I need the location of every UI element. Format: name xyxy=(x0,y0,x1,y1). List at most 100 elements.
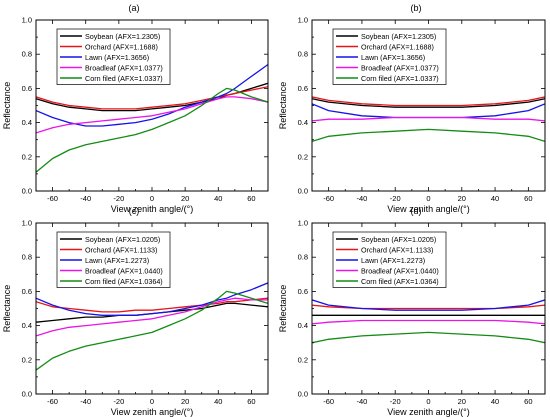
legend-label: Lawn (AFX=1.2273) xyxy=(85,256,149,265)
x-tick-label: 20 xyxy=(181,194,189,203)
series-line-5 xyxy=(312,128,545,143)
legend-label: Lawn (AFX=1.2273) xyxy=(361,256,425,265)
y-tick-label: 0.0 xyxy=(22,187,32,196)
y-tick-label: 1.0 xyxy=(298,219,308,228)
x-axis-label: View zenith angle/(°) xyxy=(111,407,193,417)
legend-frame xyxy=(332,231,447,288)
y-tick-label: 0.8 xyxy=(298,253,308,262)
y-tick-label: 0.0 xyxy=(22,390,32,399)
x-tick-label: -60 xyxy=(323,397,334,406)
x-tick-label: 60 xyxy=(524,397,532,406)
series-line-2 xyxy=(36,297,268,313)
legend-label: Orchard (AFX=1.1688) xyxy=(85,42,158,51)
legend-label: Broadleaf (AFX=1.0377) xyxy=(361,63,439,72)
series-line-4 xyxy=(312,116,545,122)
x-tick-label: -20 xyxy=(113,397,124,406)
y-tick-label: 0.0 xyxy=(298,187,308,196)
chart-panel-1: (a) 0.0 0.2 0.4 0.6 0.8 1.0 -60 -40 -20 0 20 40 60 Vie… xyxy=(2,3,269,214)
y-tick-label: 0.8 xyxy=(22,253,32,262)
legend: Soybean (AFX=1.0205)Orchard (AFX=1.1133)… xyxy=(332,231,447,288)
x-tick-label: 60 xyxy=(247,397,255,406)
x-tick-label: 40 xyxy=(214,397,222,406)
x-tick-label: 40 xyxy=(491,397,499,406)
chart-panel-2: (b) 0.0 0.2 0.4 0.6 0.8 1.0 -60 -40 -20 0 20 40 60 Vie… xyxy=(278,3,546,214)
series-line-4 xyxy=(36,96,268,134)
y-tick-label: 0.8 xyxy=(22,50,32,59)
panel-label: (c) xyxy=(129,206,140,216)
legend-label: Soybean (AFX=1.2305) xyxy=(85,32,160,41)
y-tick-label: 0.4 xyxy=(22,118,32,127)
legend: Soybean (AFX=1.2305)Orchard (AFX=1.1688)… xyxy=(56,28,171,85)
x-tick-label: -40 xyxy=(80,397,91,406)
y-tick-label: 0.6 xyxy=(22,287,32,296)
chart-panel-4: (d) 0.0 0.2 0.4 0.6 0.8 1.0 -60 -40 -20 0 20 40 60 Vie… xyxy=(278,206,546,417)
panel-label: (a) xyxy=(129,3,140,13)
legend-label: Lawn (AFX=1.3656) xyxy=(361,53,425,62)
x-tick-label: -40 xyxy=(357,194,368,203)
x-tick-label: -20 xyxy=(390,397,401,406)
legend-label: Orchard (AFX=1.1133) xyxy=(361,245,433,254)
x-axis-label: View zenith angle/(°) xyxy=(111,204,193,214)
y-tick-label: 0.6 xyxy=(298,84,308,93)
legend-label: Corn filed (AFX=1.0364) xyxy=(85,277,163,286)
x-tick-label: 0 xyxy=(150,397,154,406)
legend-label: Broadleaf (AFX=1.0377) xyxy=(85,63,163,72)
y-tick-label: 0.2 xyxy=(298,152,308,161)
legend-label: Orchard (AFX=1.1133) xyxy=(85,245,157,254)
series-line-3 xyxy=(36,63,268,127)
series-line-4 xyxy=(312,319,545,325)
y-tick-label: 0.6 xyxy=(298,287,308,296)
y-axis-label: Reflectance xyxy=(278,82,288,130)
series-line-2 xyxy=(312,304,545,310)
legend-label: Corn filed (AFX=1.0364) xyxy=(361,277,439,286)
series-line-5 xyxy=(312,331,545,344)
x-tick-label: -20 xyxy=(113,194,124,203)
legend-label: Orchard (AFX=1.1688) xyxy=(361,42,434,51)
y-tick-label: 1.0 xyxy=(298,16,308,25)
series-line-3 xyxy=(36,282,268,316)
legend-label: Soybean (AFX=1.0205) xyxy=(85,235,160,244)
legend-label: Corn filed (AFX=1.0337) xyxy=(85,74,163,83)
x-tick-label: 20 xyxy=(458,397,466,406)
x-tick-label: 0 xyxy=(426,194,430,203)
y-tick-label: 0.2 xyxy=(22,355,32,364)
series-line-1 xyxy=(312,98,545,108)
chart-panel-3: (c) 0.0 0.2 0.4 0.6 0.8 1.0 -60 -40 -20 0 20 40 60 Vie… xyxy=(2,206,269,417)
y-tick-label: 1.0 xyxy=(22,219,32,228)
y-axis-label: Reflectance xyxy=(2,285,12,333)
y-axis-label: Reflectance xyxy=(278,285,288,333)
x-tick-label: -40 xyxy=(80,194,91,203)
x-tick-label: 0 xyxy=(150,194,154,203)
y-tick-label: 0.2 xyxy=(22,152,32,161)
y-tick-label: 0.8 xyxy=(298,50,308,59)
x-tick-label: 60 xyxy=(247,194,255,203)
x-axis-label: View zenith angle/(°) xyxy=(387,204,469,214)
y-axis-label: Reflectance xyxy=(2,82,12,130)
legend-label: Corn filed (AFX=1.0337) xyxy=(361,74,439,83)
x-tick-label: 40 xyxy=(214,194,222,203)
y-tick-label: 0.4 xyxy=(298,321,308,330)
y-tick-label: 1.0 xyxy=(22,16,32,25)
y-tick-label: 0.6 xyxy=(22,84,32,93)
legend-label: Broadleaf (AFX=1.0440) xyxy=(361,266,439,275)
series-line-4 xyxy=(36,297,268,337)
series-line-3 xyxy=(312,299,545,311)
x-tick-label: -20 xyxy=(390,194,401,203)
y-tick-label: 0.2 xyxy=(298,355,308,364)
series-line-2 xyxy=(36,86,268,110)
x-tick-label: 0 xyxy=(426,397,430,406)
x-tick-label: -60 xyxy=(323,194,334,203)
x-tick-label: 20 xyxy=(458,194,466,203)
legend: Soybean (AFX=1.2305)Orchard (AFX=1.1688)… xyxy=(332,28,447,85)
x-tick-label: -60 xyxy=(47,397,58,406)
y-tick-label: 0.4 xyxy=(22,321,32,330)
y-tick-label: 0.0 xyxy=(298,390,308,399)
x-tick-label: 20 xyxy=(181,397,189,406)
panel-label: (d) xyxy=(411,206,422,216)
series-line-5 xyxy=(36,87,268,173)
x-axis-label: View zenith angle/(°) xyxy=(387,407,469,417)
legend: Soybean (AFX=1.0205)Orchard (AFX=1.1133)… xyxy=(56,231,171,288)
series-line-5 xyxy=(36,290,268,371)
legend-label: Soybean (AFX=1.0205) xyxy=(361,235,436,244)
